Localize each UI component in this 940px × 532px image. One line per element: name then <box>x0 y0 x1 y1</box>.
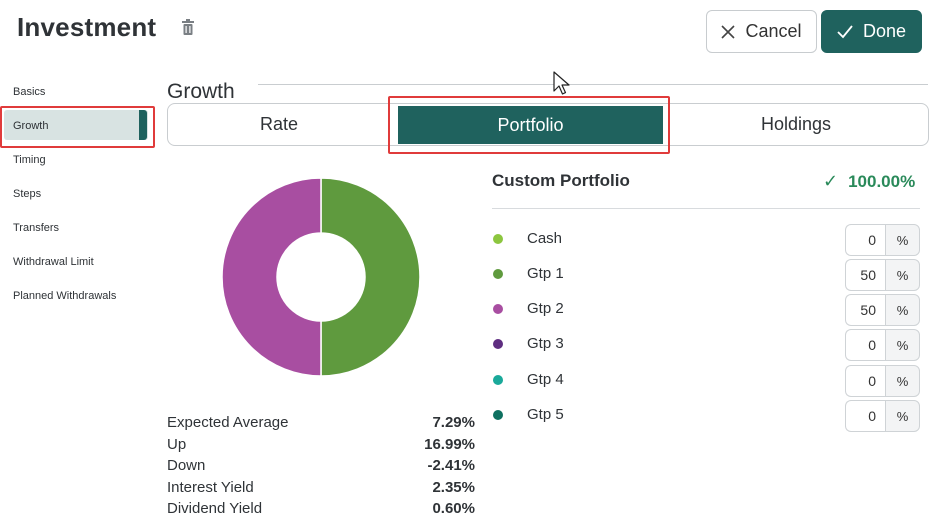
stat-value: 16.99% <box>424 435 475 453</box>
stat-label: Up <box>167 435 187 453</box>
stat-row-expected-average: Expected Average 7.29% <box>167 414 475 436</box>
allocation-row-gtp-5: Gtp 5 % <box>492 400 920 432</box>
allocation-input[interactable] <box>845 329 886 361</box>
tab-portfolio[interactable]: Portfolio <box>398 106 663 144</box>
allocation-input[interactable] <box>845 365 886 397</box>
donut-slice-gtp-2 <box>221 177 322 377</box>
percent-unit: % <box>885 294 920 326</box>
portfolio-total: ✓ 100.00% <box>823 171 915 192</box>
percent-unit: % <box>885 224 920 256</box>
stat-label: Down <box>167 457 206 474</box>
done-button[interactable]: Done <box>821 10 922 53</box>
sidebar-item-planned-withdrawals[interactable]: Planned Withdrawals <box>13 290 117 302</box>
sidebar-item-growth[interactable]: Growth <box>13 120 49 132</box>
allocation-row-gtp-4: Gtp 4 % <box>492 365 920 397</box>
tab-bar: Rate Portfolio Holdings <box>167 103 929 146</box>
section-divider <box>258 84 928 85</box>
allocation-row-gtp-3: Gtp 3 % <box>492 329 920 361</box>
allocation-input[interactable] <box>845 400 886 432</box>
color-dot-icon <box>493 375 503 385</box>
color-dot-icon <box>493 234 503 244</box>
percent-unit: % <box>885 365 920 397</box>
portfolio-total-value: 100.00% <box>848 171 916 191</box>
trash-icon[interactable] <box>181 19 195 36</box>
allocation-row-cash: Cash % <box>492 224 920 256</box>
check-icon: ✓ <box>823 171 839 191</box>
sidebar-item-withdrawal-limit[interactable]: Withdrawal Limit <box>13 256 94 268</box>
tab-holdings[interactable]: Holdings <box>760 114 832 134</box>
stat-value: 0.60% <box>432 500 475 517</box>
portfolio-divider <box>492 208 920 209</box>
percent-unit: % <box>885 329 920 361</box>
stat-row-interest-yield: Interest Yield 2.35% <box>167 479 475 501</box>
page-title: Investment <box>17 12 157 42</box>
section-title: Growth <box>167 80 235 103</box>
allocation-label: Gtp 1 <box>527 265 564 282</box>
percent-unit: % <box>885 400 920 432</box>
color-dot-icon <box>493 304 503 314</box>
portfolio-donut-chart <box>221 177 421 377</box>
stat-row-down: Down -2.41% <box>167 457 475 479</box>
sidebar-active-indicator <box>139 110 147 140</box>
sidebar-active-bg <box>4 110 148 140</box>
allocation-input[interactable] <box>845 259 886 291</box>
sidebar-item-basics[interactable]: Basics <box>13 86 46 98</box>
allocation-row-gtp-1: Gtp 1 % <box>492 259 920 291</box>
tab-rate[interactable]: Rate <box>259 114 299 134</box>
color-dot-icon <box>493 269 503 279</box>
sidebar-item-timing[interactable]: Timing <box>13 154 46 166</box>
stat-label: Interest Yield <box>167 478 254 496</box>
stat-label: Dividend Yield <box>167 500 263 517</box>
allocation-input[interactable] <box>845 294 886 326</box>
color-dot-icon <box>493 339 503 349</box>
cancel-button[interactable]: Cancel <box>706 10 817 53</box>
allocation-label: Gtp 2 <box>527 300 564 317</box>
check-icon <box>837 24 853 38</box>
mouse-cursor-icon <box>553 71 570 95</box>
color-dot-icon <box>493 410 503 420</box>
allocation-row-gtp-2: Gtp 2 % <box>492 294 920 326</box>
custom-portfolio-title: Custom Portfolio <box>492 171 630 190</box>
donut-slice-gtp-1 <box>320 177 421 377</box>
percent-unit: % <box>885 259 920 291</box>
stat-value: 7.29% <box>432 414 475 431</box>
allocation-label: Cash <box>527 230 563 247</box>
stat-row-up: Up 16.99% <box>167 436 475 458</box>
sidebar-item-steps[interactable]: Steps <box>13 188 42 200</box>
stat-label: Expected Average <box>167 414 289 431</box>
close-icon <box>721 24 736 39</box>
allocation-label: Gtp 4 <box>527 371 564 388</box>
highlight-box-tab <box>388 96 670 154</box>
stat-value: -2.41% <box>427 457 475 474</box>
stat-value: 2.35% <box>432 478 475 496</box>
sidebar-item-transfers[interactable]: Transfers <box>13 222 60 234</box>
allocation-input[interactable] <box>845 224 886 256</box>
done-label: Done <box>862 21 907 41</box>
stat-row-dividend-yield: Dividend Yield 0.60% <box>167 500 475 522</box>
allocation-label: Gtp 5 <box>527 406 564 423</box>
highlight-box-sidebar <box>0 106 155 148</box>
stats-list: Expected Average 7.29% Up 16.99% Down -2… <box>167 414 475 522</box>
allocation-label: Gtp 3 <box>527 335 564 352</box>
cancel-label: Cancel <box>745 21 802 41</box>
